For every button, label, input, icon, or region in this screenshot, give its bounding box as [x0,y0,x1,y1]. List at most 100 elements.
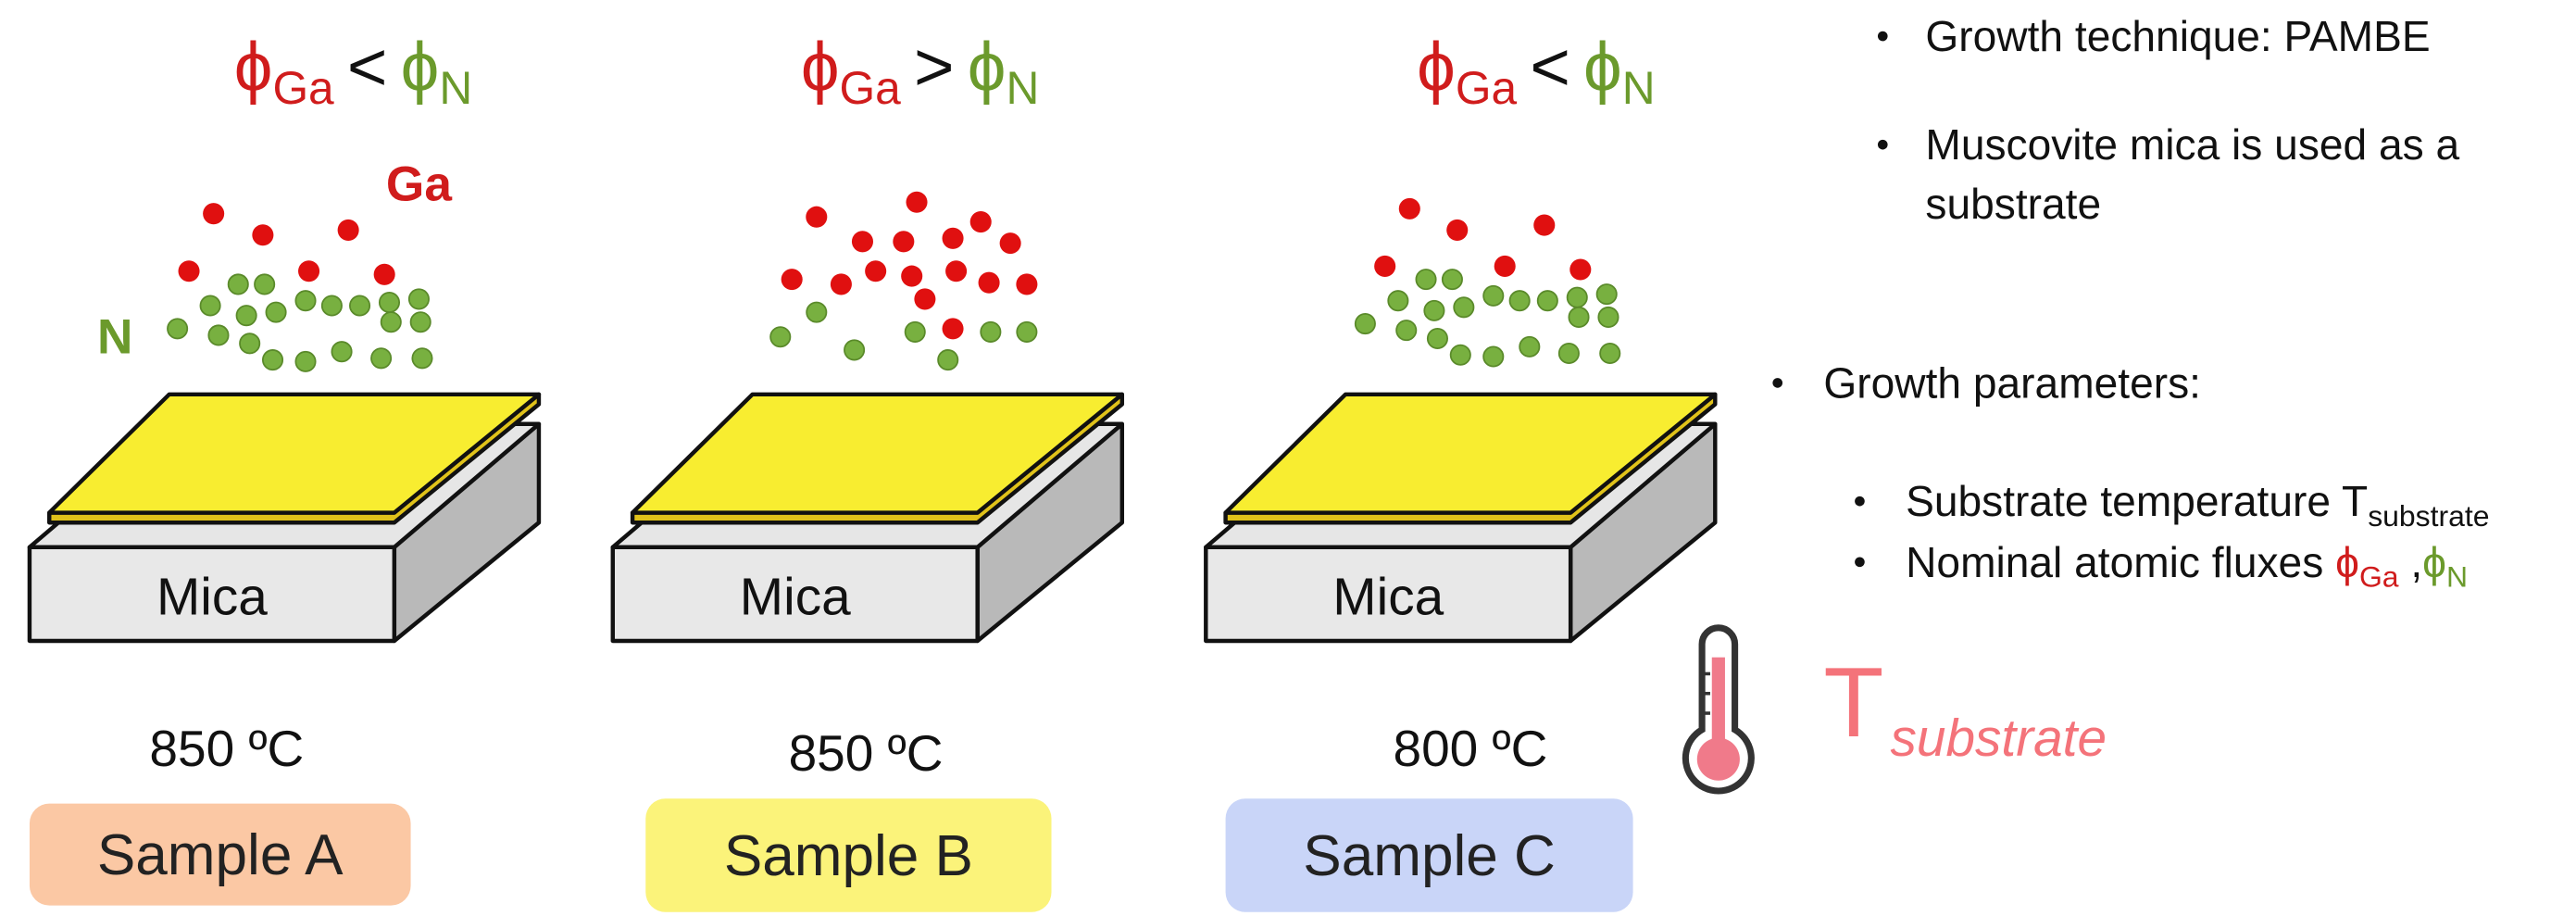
n-atom [1598,307,1618,327]
ga-label: Ga [386,157,452,211]
note-text: Substrate temperature T [1906,477,2368,525]
sample-name: Sample B [724,824,973,888]
n-atom [1454,297,1473,317]
n-atom [1416,270,1435,289]
sample-name: Sample C [1303,824,1556,888]
substrate-label: Mica [740,569,851,627]
n-atom [412,348,431,368]
ga-atom [1446,220,1468,241]
sample-name: Sample A [97,823,344,887]
n-atom [1538,291,1557,310]
ga-atom [1569,258,1591,280]
temperature: 850 ºC [789,724,944,782]
n-label: N [97,309,132,364]
phi: ϕ [1417,29,1456,106]
phi: ϕ [968,29,1007,106]
note: Growth parameters: [1823,358,2201,407]
n-atom [331,342,351,361]
thermometer-icon [1685,628,1751,791]
n-atom [1600,344,1619,363]
ga-atom [945,260,967,282]
ga-atom [1016,273,1037,295]
n-atom [1510,291,1530,310]
n-atom [208,325,228,345]
n-atom [1519,337,1539,357]
relation: > [914,29,955,106]
n-atom [371,348,391,368]
temperature: 800 ºC [1394,720,1548,777]
flux-relation: ϕGa<ϕN [1417,29,1655,114]
n-atom [1428,329,1447,348]
ga-atom [179,260,200,282]
n-atom [1451,345,1470,365]
n-atom [295,291,315,310]
temperature: 850 ºC [149,720,304,777]
symbol: T [1823,647,1883,758]
ga-atom [893,231,914,252]
n-atom [168,319,187,338]
n-atom [981,322,1000,342]
phi-sub: N [2446,559,2468,593]
n-atom [381,312,401,332]
n-atom [1569,307,1588,327]
n-atom [1559,344,1579,363]
n-atom [409,289,429,308]
ga-atom [970,211,992,232]
n-atom [1356,314,1375,333]
n-atom [380,293,399,312]
note: Growth technique: PAMBE [1925,12,2430,60]
ga-atom [852,231,873,252]
phi-sub: Ga [840,62,902,114]
phi-sub: Ga [2359,559,2399,593]
phi: ϕ [2422,538,2446,586]
ga-atom [1000,232,1021,254]
ga-atom [1399,198,1420,220]
n-atom [844,340,864,359]
notes: Growth technique: PAMBE Muscovite mica i… [1772,12,2489,593]
phi-sub: N [439,62,472,114]
ga-atom [203,203,224,224]
ga-atom [906,192,927,213]
ga-atom [374,264,395,285]
n-atom [1388,291,1407,310]
ga-atom [782,269,803,290]
n-atom [1483,346,1503,366]
ga-atom [1374,256,1395,277]
ga-atom [338,220,359,241]
n-atom [770,327,790,346]
ga-atom [298,260,319,282]
phi-sub: N [1622,62,1656,114]
n-atom [350,295,369,315]
n-atom [1483,286,1503,306]
n-atom [1017,322,1036,342]
n-atom [236,306,256,325]
ga-atom [831,273,852,295]
n-atom [938,350,957,370]
diagram: Ga N Growth technique: PAMBE Muscovite m… [0,0,2576,916]
phi: ϕ [2335,538,2359,586]
phi: ϕ [1583,29,1622,106]
ga-atom [1494,256,1516,277]
n-atom [229,274,248,294]
n-atom [322,295,342,315]
flux-relation: ϕGa<ϕN [234,29,472,114]
ga-atom [943,228,964,249]
note: substrate [1925,180,2101,228]
phi: ϕ [801,29,840,106]
ga-atom [806,207,827,228]
ga-atom [1533,215,1555,236]
phi-sub: Ga [1456,62,1518,114]
n-atom [240,333,259,353]
ga-atom [914,288,935,309]
relation: < [347,29,388,106]
n-atom [411,312,431,332]
symbol-sub: substrate [1891,709,2107,768]
phi-sub: N [1006,62,1039,114]
phi: ϕ [401,29,440,106]
note: Muscovite mica is used as a [1925,120,2459,169]
n-atom [1568,288,1587,307]
